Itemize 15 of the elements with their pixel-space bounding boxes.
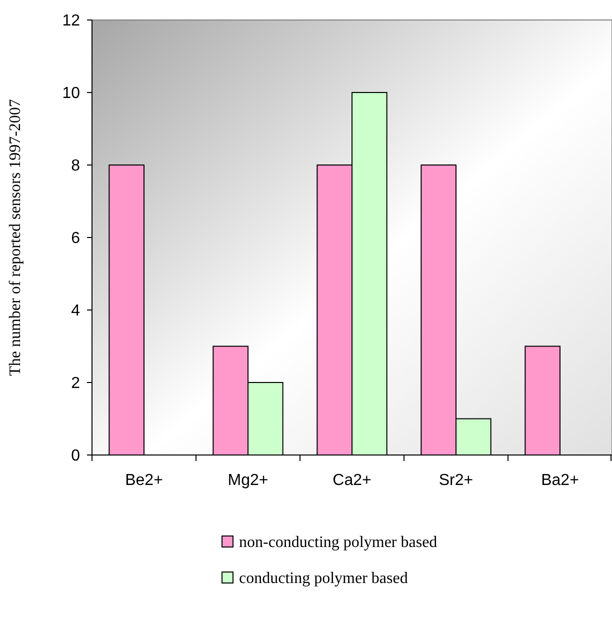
legend-label: conducting polymer based xyxy=(239,570,408,587)
legend-label: non-conducting polymer based xyxy=(239,534,438,551)
x-tick-label: Ba2+ xyxy=(541,472,579,489)
y-axis-title: The number of reported sensors 1997-2007 xyxy=(7,99,24,376)
y-tick-label: 10 xyxy=(62,85,80,102)
y-tick-label: 0 xyxy=(71,448,80,465)
y-tick-label: 8 xyxy=(71,158,80,175)
y-tick-label: 4 xyxy=(71,302,80,320)
y-tick-label: 12 xyxy=(62,12,80,30)
y-tick-label: 6 xyxy=(71,230,80,248)
x-tick-label: Be2+ xyxy=(125,472,163,489)
x-tick-label: Mg2+ xyxy=(228,472,268,489)
x-tick-label: Ca2+ xyxy=(332,472,372,489)
x-tick-label: Sr2+ xyxy=(438,472,474,489)
y-tick-label: 2 xyxy=(71,375,80,392)
